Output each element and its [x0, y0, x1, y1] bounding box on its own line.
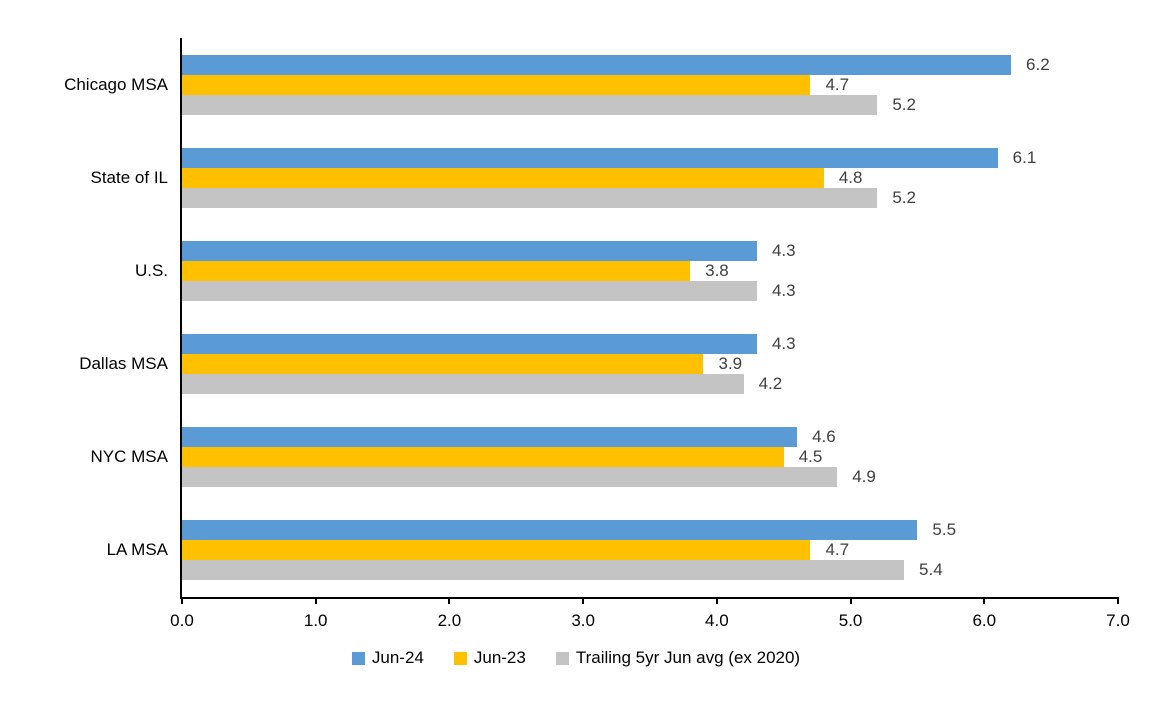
bar-trailing-5yr-jun-avg-ex-2020-	[182, 187, 878, 208]
value-label: 5.2	[892, 187, 916, 207]
x-axis-tick-label: 3.0	[571, 611, 595, 630]
x-axis-tick	[314, 597, 317, 604]
value-label: 4.5	[798, 447, 823, 467]
legend-label: Jun-23	[473, 648, 526, 667]
value-label: 6.2	[1026, 54, 1050, 74]
x-axis-tick	[582, 597, 585, 604]
x-axis-tick-label: 4.0	[705, 611, 729, 630]
value-label: 4.3	[771, 280, 796, 300]
bar-trailing-5yr-jun-avg-ex-2020-	[182, 280, 757, 301]
legend-item: Trailing 5yr Jun avg (ex 2020)	[555, 648, 801, 668]
x-axis-tick-label: 0.0	[170, 611, 194, 630]
bar-jun-23	[182, 447, 784, 468]
legend-item: Jun-23	[453, 648, 526, 668]
bar-jun-24	[182, 520, 918, 541]
category-label: Chicago MSA	[64, 74, 168, 94]
value-label: 4.7	[825, 540, 850, 560]
value-label: 4.2	[758, 374, 783, 394]
plot-area: Chicago MSA 6.2 4.7 5.2 State of IL 6.1 4.8 5.2…	[64, 38, 1130, 630]
legend: Jun-24 Jun-23 Trailing 5yr Jun avg (ex 202…	[0, 648, 1152, 668]
bar-jun-24	[182, 147, 998, 168]
bar-trailing-5yr-jun-avg-ex-2020-	[182, 467, 838, 488]
bar-jun-23	[182, 354, 704, 375]
category-label: Dallas MSA	[79, 354, 168, 374]
value-label: 3.8	[705, 260, 729, 280]
value-label: 4.6	[812, 427, 836, 447]
x-axis-tick	[983, 597, 986, 604]
x-axis-tick	[181, 597, 183, 604]
value-label: 4.8	[838, 167, 863, 187]
value-label: 5.2	[892, 94, 916, 114]
value-label: 5.4	[919, 560, 943, 580]
category-label: U.S.	[134, 260, 168, 280]
bar-jun-24	[182, 334, 757, 355]
bar-trailing-5yr-jun-avg-ex-2020-	[182, 374, 744, 395]
value-label: 5.5	[932, 520, 957, 540]
x-axis-tick	[715, 597, 718, 604]
legend-label: Jun-24	[371, 648, 424, 667]
x-axis-tick-label: 2.0	[437, 611, 462, 630]
value-label: 4.7	[825, 74, 850, 94]
x-axis-tick	[448, 597, 451, 604]
legend-swatch-jun-24	[351, 651, 365, 665]
bar-jun-23	[182, 167, 824, 188]
bar-jun-24	[182, 54, 1012, 75]
value-label: 6.1	[1012, 147, 1037, 167]
bar-jun-23	[182, 260, 691, 281]
x-axis-tick	[849, 597, 852, 604]
bar-trailing-5yr-jun-avg-ex-2020-	[182, 94, 878, 115]
value-label: 4.9	[852, 467, 876, 487]
category-label: NYC MSA	[90, 447, 168, 467]
bar-trailing-5yr-jun-avg-ex-2020-	[182, 560, 905, 581]
x-axis-tick-label: 5.0	[838, 611, 863, 630]
bar-jun-24	[182, 427, 798, 448]
legend-item: Jun-24	[351, 648, 424, 668]
category-label: LA MSA	[106, 540, 168, 560]
legend-swatch-jun-23	[453, 651, 467, 665]
value-label: 4.3	[771, 240, 796, 260]
category-label: State of IL	[90, 167, 169, 187]
bar-jun-24	[182, 240, 757, 261]
value-label: 4.3	[771, 334, 796, 354]
x-axis-tick-label: 7.0	[1106, 611, 1130, 630]
value-label: 3.9	[718, 354, 743, 374]
legend-label: Trailing 5yr Jun avg (ex 2020)	[575, 648, 801, 667]
x-axis-tick-label: 6.0	[972, 611, 997, 630]
bar-jun-23	[182, 540, 811, 561]
x-axis-tick	[1117, 597, 1119, 604]
x-axis-tick-label: 1.0	[303, 611, 328, 630]
legend-swatch-trailing-5yr-jun-avg-ex-2020-	[555, 651, 569, 665]
bar-jun-23	[182, 74, 811, 95]
